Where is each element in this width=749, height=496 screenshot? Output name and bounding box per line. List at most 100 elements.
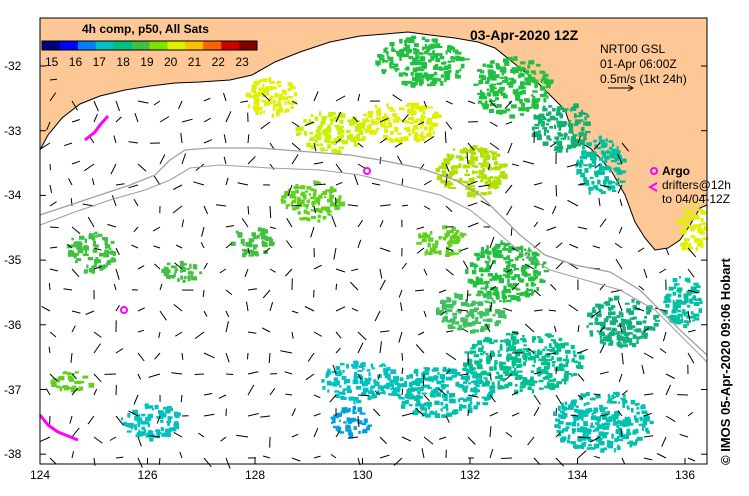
sst-pixel xyxy=(269,80,275,85)
current-arrow xyxy=(237,182,249,186)
sst-pixel xyxy=(455,321,460,325)
current-arrow xyxy=(507,142,513,154)
sst-pixel xyxy=(526,108,530,112)
current-arrow xyxy=(180,394,183,403)
sst-pixel xyxy=(589,332,594,337)
sst-pixel xyxy=(516,288,521,291)
current-arrow xyxy=(304,121,315,127)
sst-pixel xyxy=(558,337,563,341)
sst-pixel xyxy=(564,401,568,406)
sst-pixel xyxy=(453,148,456,151)
current-arrow xyxy=(379,341,382,354)
sst-pixel xyxy=(399,377,404,382)
sst-pixel xyxy=(606,327,612,331)
sst-pixel xyxy=(311,203,315,208)
sst-pixel xyxy=(516,358,522,363)
sst-pixel xyxy=(527,249,532,252)
sst-pixel xyxy=(680,318,684,324)
current-arrow xyxy=(489,352,493,360)
sst-pixel xyxy=(475,276,479,280)
sst-pixel xyxy=(445,310,448,315)
sst-pixel xyxy=(555,418,561,422)
sst-pixel xyxy=(406,37,412,41)
sst-pixel xyxy=(482,158,488,163)
current-arrow xyxy=(687,329,696,333)
sst-pixel xyxy=(418,134,423,137)
sst-pixel xyxy=(523,248,527,251)
current-arrow xyxy=(115,183,125,186)
sst-pixel xyxy=(333,138,337,142)
sst-pixel xyxy=(611,401,617,404)
sst-pixel xyxy=(571,421,577,427)
sst-pixel xyxy=(581,393,587,397)
sst-pixel xyxy=(624,416,630,422)
sst-pixel xyxy=(679,227,683,231)
sst-pixel xyxy=(684,311,688,315)
sst-pixel xyxy=(415,74,421,80)
sst-pixel xyxy=(439,176,442,180)
sst-pixel xyxy=(416,72,423,77)
sst-pixel xyxy=(517,370,523,373)
sst-pixel xyxy=(272,99,276,104)
sst-pixel xyxy=(338,370,342,374)
sst-pixel xyxy=(362,389,369,392)
sst-pixel xyxy=(607,418,612,422)
current-arrow xyxy=(63,288,73,291)
sst-pixel xyxy=(542,141,549,146)
sst-pixel xyxy=(692,210,696,213)
sst-pixel xyxy=(267,236,272,240)
sst-pixel xyxy=(608,416,612,419)
sst-pixel xyxy=(435,387,440,390)
sst-pixel xyxy=(499,174,505,179)
sst-pixel xyxy=(478,80,481,85)
sst-pixel xyxy=(395,128,398,132)
sst-pixel xyxy=(508,259,514,262)
argo-float-marker[interactable] xyxy=(120,306,128,314)
sst-pixel xyxy=(578,365,584,370)
sst-pixel xyxy=(384,113,387,118)
sst-pixel xyxy=(552,378,557,382)
sst-pixel xyxy=(588,189,591,195)
current-arrow xyxy=(445,100,453,105)
sst-pixel xyxy=(543,79,550,85)
sst-pixel xyxy=(318,209,323,214)
sst-pixel xyxy=(423,126,428,131)
sst-pixel xyxy=(550,384,556,389)
sst-pixel xyxy=(407,109,413,114)
sst-pixel xyxy=(636,402,640,406)
sst-pixel xyxy=(363,418,368,423)
sst-pixel xyxy=(544,346,548,349)
sst-pixel xyxy=(413,110,417,115)
y-tick-label: -33 xyxy=(4,123,22,138)
sst-pixel xyxy=(586,142,592,147)
sst-pixel xyxy=(532,380,538,384)
current-arrow xyxy=(351,268,359,272)
sst-pixel xyxy=(477,290,484,294)
info-line-1: NRT00 GSL xyxy=(600,42,666,56)
sst-pixel xyxy=(301,191,306,194)
sst-pixel xyxy=(187,277,191,282)
sst-pixel xyxy=(526,273,531,276)
sst-pixel xyxy=(410,83,416,88)
sst-pixel xyxy=(327,368,331,373)
current-arrow xyxy=(401,367,404,375)
sst-pixel xyxy=(307,199,310,204)
sst-pixel xyxy=(469,401,473,404)
argo-float-marker[interactable] xyxy=(363,167,371,175)
sst-pixel xyxy=(486,265,491,270)
sst-pixel xyxy=(160,419,164,423)
sst-pixel xyxy=(564,379,567,385)
sst-pixel xyxy=(578,415,584,420)
sst-pixel xyxy=(575,365,580,368)
sst-pixel xyxy=(563,132,567,138)
current-arrow xyxy=(194,331,205,340)
sst-pixel xyxy=(331,370,335,374)
sst-pixel xyxy=(279,96,286,100)
sst-pixel xyxy=(458,310,462,314)
sst-pixel xyxy=(351,363,355,368)
sst-pixel xyxy=(180,275,184,280)
current-arrow xyxy=(181,352,184,360)
sst-pixel xyxy=(92,266,96,270)
sst-pixel xyxy=(76,258,82,261)
sst-pixel xyxy=(525,106,532,110)
